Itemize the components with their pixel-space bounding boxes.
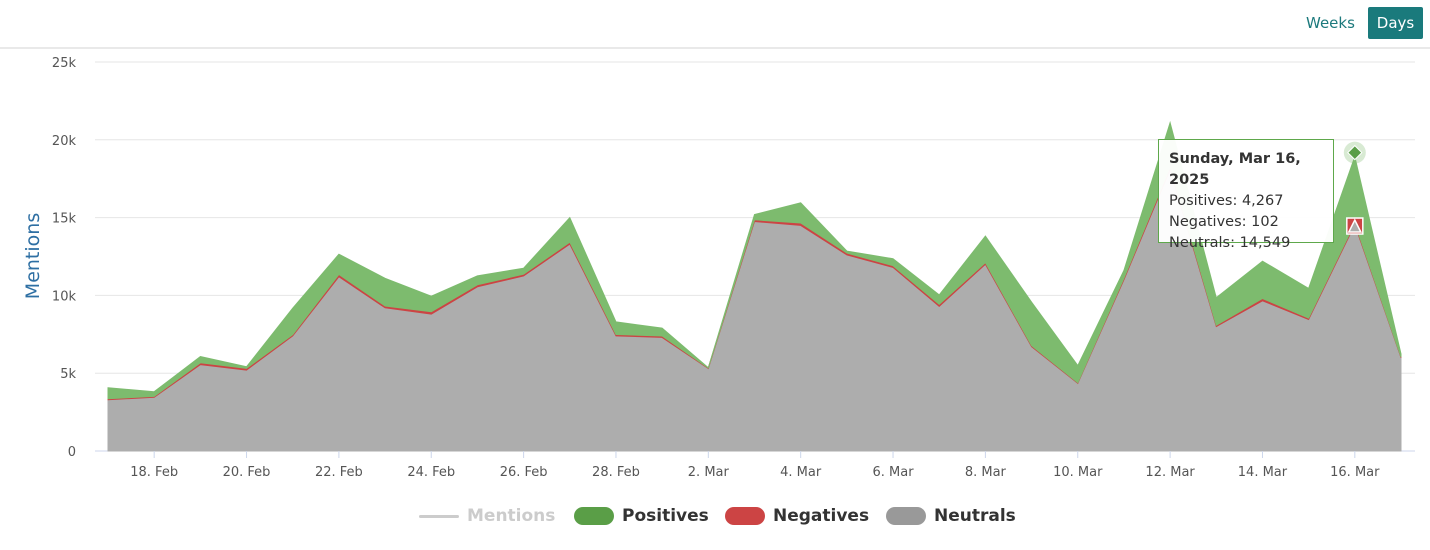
neutrals-marker — [1347, 218, 1363, 233]
y-tick-label: 25k — [52, 56, 77, 71]
legend-label-negatives: Negatives — [773, 506, 870, 526]
y-tick-label: 5k — [60, 367, 76, 382]
chart-toolbar: Weeks Days — [0, 0, 1430, 49]
x-tick-label: 12. Mar — [1145, 465, 1195, 480]
legend-label-positives: Positives — [622, 506, 709, 526]
tooltip-line-neutrals: Neutrals: 14,549 — [1169, 235, 1291, 251]
y-tick-label: 0 — [68, 445, 76, 460]
legend-swatch-mentions — [419, 514, 459, 518]
x-tick-label: 10. Mar — [1053, 465, 1103, 480]
x-tick-label: 14. Mar — [1238, 465, 1288, 480]
x-tick-label: 24. Feb — [407, 465, 455, 480]
positives-marker — [1347, 144, 1363, 161]
x-tick-label: 22. Feb — [315, 465, 363, 480]
x-tick-label: 6. Mar — [872, 465, 914, 480]
legend-item-negatives[interactable]: Negatives — [725, 504, 869, 528]
y-tick-label: 20k — [52, 134, 77, 149]
x-tick-label: 18. Feb — [130, 465, 178, 480]
legend-label-mentions: Mentions — [467, 506, 556, 526]
tooltip-line-negatives: Negatives: 102 — [1169, 214, 1279, 230]
chart-tooltip: Sunday, Mar 16, 2025 Positives: 4,267 Ne… — [1158, 139, 1334, 251]
legend-swatch-negatives — [725, 507, 765, 525]
y-tick-label: 10k — [52, 289, 77, 304]
x-tick-label: 26. Feb — [500, 465, 548, 480]
legend-label-neutrals: Neutrals — [934, 506, 1016, 526]
x-tick-label: 20. Feb — [223, 465, 271, 480]
x-axis: 18. Feb 20. Feb 22. Feb 24. Feb 26. Feb 28. F… — [130, 451, 1380, 480]
legend-swatch-neutrals — [886, 507, 926, 525]
tooltip-line-positives: Positives: 4,267 — [1169, 193, 1284, 209]
days-toggle-button[interactable]: Days — [1368, 7, 1423, 39]
x-tick-label: 2. Mar — [688, 465, 730, 480]
tooltip-title: Sunday, Mar 16, 2025 — [1169, 151, 1301, 188]
x-tick-label: 4. Mar — [780, 465, 822, 480]
legend-item-positives[interactable]: Positives — [574, 504, 709, 528]
x-tick-label: 8. Mar — [965, 465, 1007, 480]
legend-item-mentions[interactable]: Mentions — [419, 504, 555, 528]
series-areas — [107, 120, 1402, 452]
chart-legend: Mentions Positives Negatives Neutrals — [0, 500, 1430, 532]
hover-markers — [1343, 141, 1366, 235]
legend-swatch-positives — [574, 507, 614, 525]
legend-item-neutrals[interactable]: Neutrals — [886, 504, 1016, 528]
area-positives — [107, 120, 1402, 400]
y-axis-title: Mentions — [22, 213, 44, 299]
stacked-area-chart: 0 5k 10k 15k 20k 25k 18. Feb 20. Feb 22. Feb 24.… — [22, 56, 1415, 480]
x-tick-label: 16. Mar — [1330, 465, 1380, 480]
weeks-toggle-button[interactable]: Weeks — [1296, 7, 1365, 39]
y-axis: 0 5k 10k 15k 20k 25k — [52, 56, 77, 460]
x-tick-label: 28. Feb — [592, 465, 640, 480]
y-tick-label: 15k — [52, 212, 77, 227]
